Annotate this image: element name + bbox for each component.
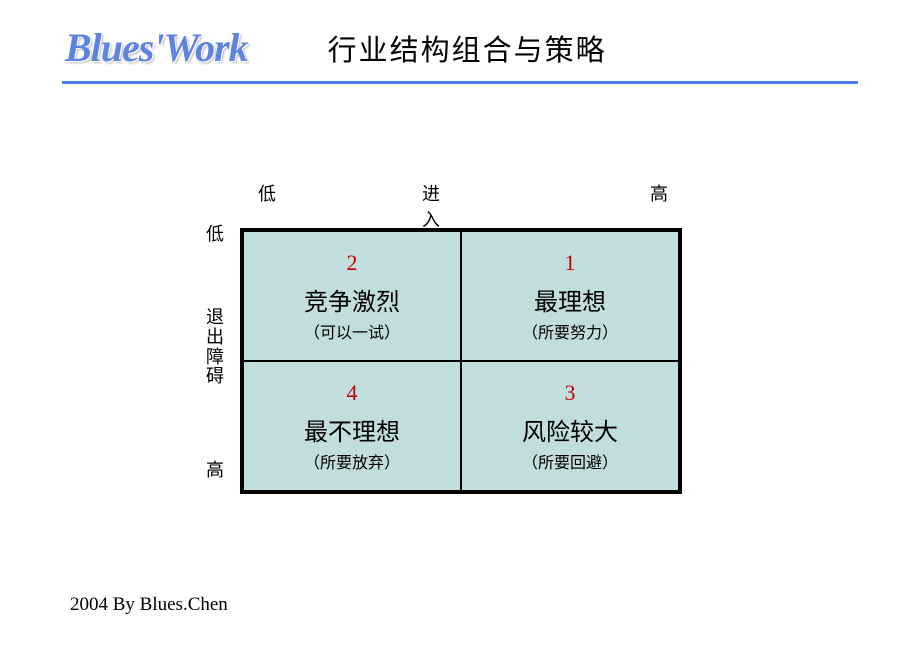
matrix-cell-0: 2 竞争激烈（可以一试）	[243, 231, 461, 361]
row-high-label: 高	[206, 456, 224, 482]
row-low-label: 低	[206, 220, 224, 246]
footer: 2004 By Blues.Chen	[70, 594, 228, 616]
cell-number: 4	[347, 380, 358, 406]
logo: Blues'Work	[65, 24, 248, 71]
cell-number: 2	[347, 250, 358, 276]
page-title: 行业结构组合与策略	[328, 27, 607, 69]
col-low-label: 低	[258, 180, 276, 206]
cell-subtitle: （可以一试）	[304, 319, 400, 343]
cell-subtitle: （所要回避）	[522, 449, 618, 473]
cell-title: 最理想	[534, 282, 606, 317]
cell-title: 风险较大	[522, 412, 618, 447]
matrix-grid: 2 竞争激烈（可以一试） 1 最理想（所要努力） 4 最不理想（所要放弃） 3 风险较大（所要…	[240, 228, 682, 494]
cell-number: 3	[565, 380, 576, 406]
header: Blues'Work 行业结构组合与策略	[0, 0, 920, 71]
cell-title: 最不理想	[304, 412, 400, 447]
y-axis-label: 退出障碍	[206, 308, 224, 387]
matrix-cell-3: 3 风险较大（所要回避）	[461, 361, 679, 491]
cell-subtitle: （所要努力）	[522, 319, 618, 343]
col-high-label: 高	[650, 180, 668, 206]
cell-number: 1	[565, 250, 576, 276]
cell-title: 竞争激烈	[304, 282, 400, 317]
cell-subtitle: （所要放弃）	[304, 449, 400, 473]
divider	[62, 81, 858, 84]
matrix-cell-1: 1 最理想（所要努力）	[461, 231, 679, 361]
matrix-cell-2: 4 最不理想（所要放弃）	[243, 361, 461, 491]
